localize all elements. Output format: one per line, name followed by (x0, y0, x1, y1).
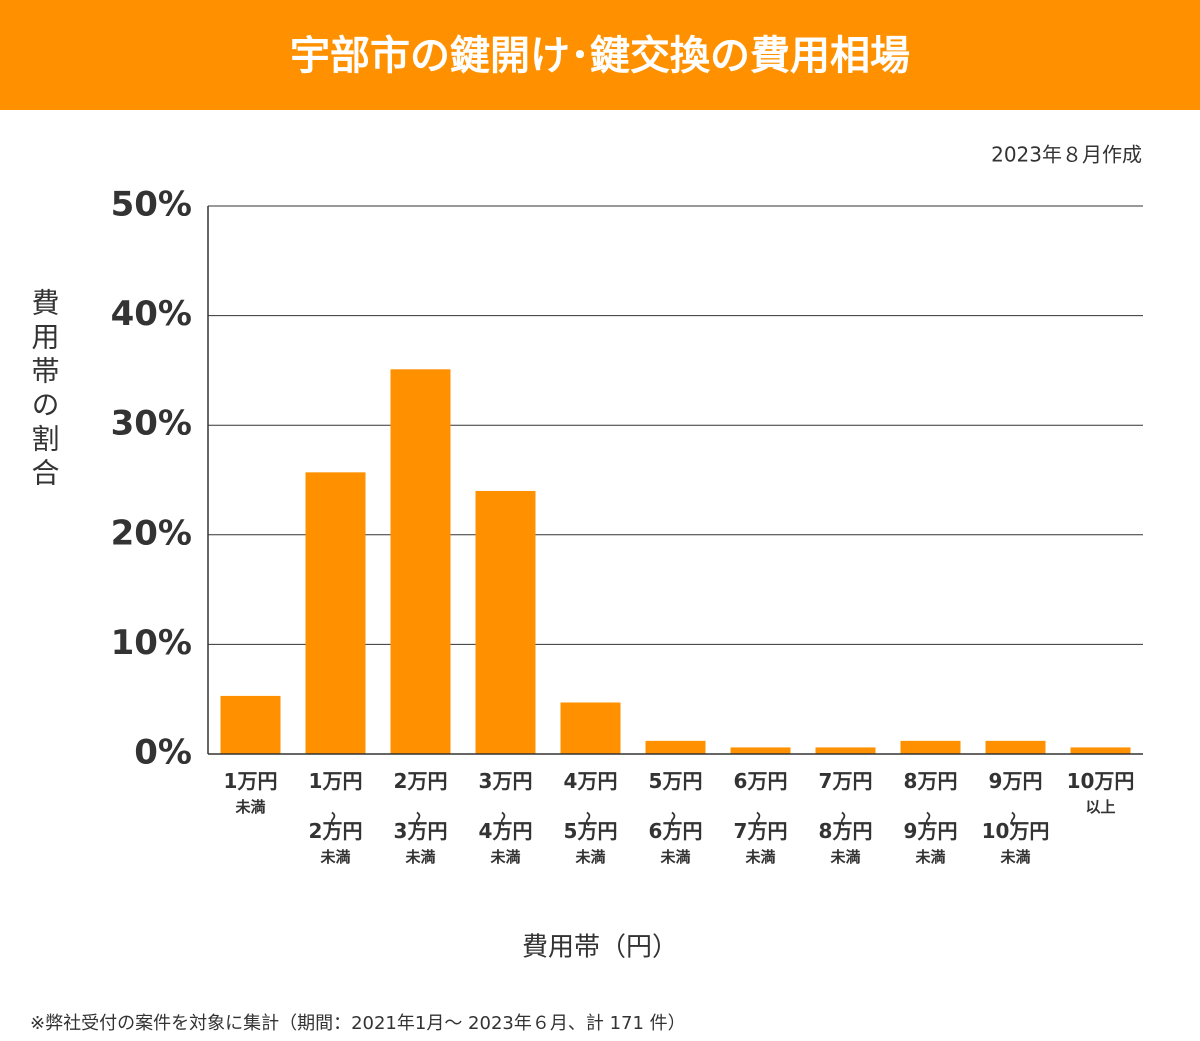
x-tick-line: 3万円 (394, 819, 448, 843)
bar (985, 740, 1046, 754)
x-axis-label: 費用帯（円） (522, 933, 678, 963)
bar (645, 740, 706, 754)
y-tick-label: 40% (111, 294, 192, 334)
bar (560, 702, 621, 754)
x-tick-line: 7万円 (734, 819, 788, 843)
x-tick-label: 2万円〜3万円未満 (394, 769, 448, 866)
bar (730, 747, 791, 754)
x-tick-line: 2万円 (309, 819, 363, 843)
x-tick-label: 9万円〜10万円未満 (982, 769, 1050, 866)
x-tick-line: 4万円 (479, 819, 533, 843)
x-tick-line: 未満 (404, 848, 435, 866)
x-tick-line: 未満 (489, 848, 520, 866)
footnote: ※弊社受付の案件を対象に集計（期間：2021年1月～ 2023年６月、計 171… (30, 1013, 686, 1034)
bar (1070, 747, 1131, 754)
chart-title: 宇部市の鍵開け･鍵交換の費用相場 (290, 33, 910, 79)
x-tick-label: 6万円〜7万円未満 (734, 769, 788, 866)
x-tick-label: 3万円〜4万円未満 (479, 769, 533, 866)
bar (815, 747, 876, 754)
x-tick-line: 2万円 (394, 769, 448, 793)
x-tick-label: 5万円〜6万円未満 (649, 769, 703, 866)
x-tick-line: 未満 (744, 848, 775, 866)
x-tick-line: 3万円 (479, 769, 533, 793)
x-tick-line: 9万円 (989, 769, 1043, 793)
bar (900, 740, 961, 754)
x-tick-line: 5万円 (564, 819, 618, 843)
x-tick-line: 10万円 (982, 819, 1050, 843)
x-tick-line: 未満 (574, 848, 605, 866)
x-tick-line: 4万円 (564, 769, 618, 793)
x-tick-label: 1万円未満 (224, 769, 278, 816)
x-tick-label: 4万円〜5万円未満 (564, 769, 618, 866)
y-tick-label: 50% (111, 185, 192, 225)
x-tick-line: 未満 (914, 848, 945, 866)
x-tick-line: 9万円 (904, 819, 958, 843)
header-band (0, 0, 1200, 110)
bar (390, 369, 451, 754)
x-tick-line: 5万円 (649, 769, 703, 793)
subtitle: 2023年８月作成 (991, 143, 1142, 167)
y-tick-label: 10% (111, 623, 192, 663)
x-tick-line: 以上 (1085, 798, 1115, 816)
x-tick-line: 未満 (829, 848, 860, 866)
x-tick-line: 10万円 (1067, 769, 1135, 793)
x-tick-line: 8万円 (904, 769, 958, 793)
y-tick-label: 30% (111, 404, 192, 444)
x-tick-label: 1万円〜2万円未満 (309, 769, 363, 866)
x-tick-line: 〜 (324, 812, 342, 827)
x-tick-line: 〜 (494, 812, 512, 827)
x-tick-line: 未満 (234, 798, 265, 816)
x-tick-line: 〜 (834, 812, 852, 827)
x-tick-line: 〜 (579, 812, 597, 827)
y-tick-label: 20% (111, 513, 192, 553)
x-tick-line: 未満 (999, 848, 1030, 866)
bar (475, 490, 536, 754)
y-tick-label: 0% (134, 733, 192, 773)
x-tick-line: 未満 (659, 848, 690, 866)
x-tick-label: 8万円〜9万円未満 (904, 769, 958, 866)
x-tick-line: 〜 (1004, 812, 1022, 827)
x-tick-line: 〜 (664, 812, 682, 827)
y-axis-label: 費用帯の割合 (28, 288, 61, 492)
x-tick-line: 1万円 (309, 769, 363, 793)
x-tick-line: 〜 (409, 812, 427, 827)
x-tick-line: 8万円 (819, 819, 873, 843)
x-tick-line: 〜 (919, 812, 937, 827)
bar (305, 472, 366, 754)
x-tick-line: 6万円 (734, 769, 788, 793)
x-tick-line: 〜 (749, 812, 767, 827)
bar (220, 695, 281, 754)
x-tick-line: 未満 (319, 848, 350, 866)
x-tick-line: 7万円 (819, 769, 873, 793)
x-tick-line: 6万円 (649, 819, 703, 843)
x-tick-label: 7万円〜8万円未満 (819, 769, 873, 866)
x-tick-line: 1万円 (224, 769, 278, 793)
x-tick-label: 10万円以上 (1067, 769, 1135, 816)
